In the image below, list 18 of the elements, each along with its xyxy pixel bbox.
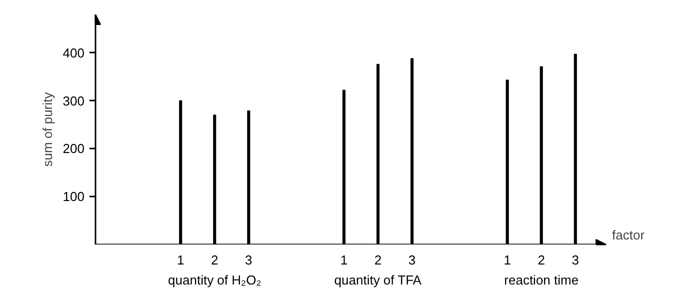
y-tick-label: 200 — [62, 141, 85, 156]
y-tick-label: 400 — [62, 45, 85, 60]
x-axis-title: factor — [612, 228, 646, 242]
x-tick-label: quantity of TFA — [334, 272, 422, 288]
text: 2 — [374, 252, 382, 268]
series-label: 3 — [245, 252, 252, 268]
y-tick-label: 100 — [62, 189, 85, 204]
series-label: 2 — [538, 252, 545, 268]
text: 3 — [572, 252, 580, 268]
y-tick-label: 300 — [62, 93, 85, 108]
y-axis-title: sum of purity — [40, 92, 55, 167]
text: 1 — [504, 252, 511, 268]
x-tick-label: reaction time — [504, 272, 579, 288]
text: 2 — [211, 252, 218, 268]
series-label: 1 — [340, 252, 348, 268]
text: 1 — [176, 252, 184, 268]
x-tick-label: quantity of H₂O₂ — [168, 272, 262, 288]
text: 3 — [408, 252, 416, 268]
